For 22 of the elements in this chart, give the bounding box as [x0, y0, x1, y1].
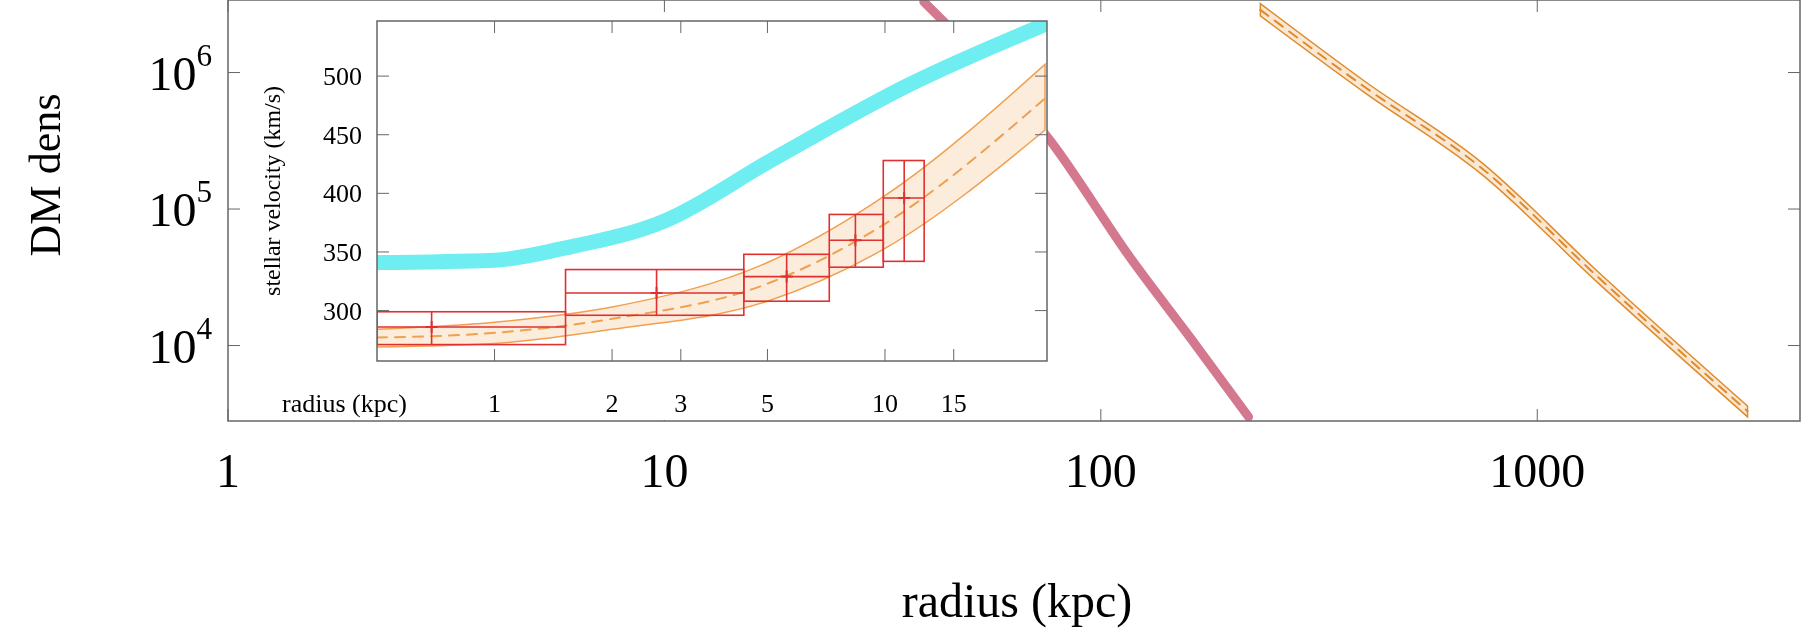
y-tick-label: 350 [323, 237, 362, 267]
y-tick-label: 450 [323, 120, 362, 150]
x-tick-label: 2 [605, 388, 619, 418]
y-tick-label: 400 [323, 178, 362, 208]
y-tick-label: 10$^{4}$ [148, 310, 213, 373]
x-tick-label: 1 [488, 388, 502, 418]
x-tick-label: 100 [1064, 443, 1137, 497]
x-tick-label: 5 [760, 388, 774, 418]
y-tick-label: 10$^{5}$ [148, 174, 212, 236]
y-axis-title: stellar velocity (km/s) [259, 86, 285, 296]
x-tick-label: 10 [871, 388, 898, 418]
y-tick-label: 500 [323, 61, 362, 91]
x-axis-title: radius (kpc) [901, 573, 1133, 628]
y-axis-title: DM dens [20, 93, 70, 257]
x-axis-title: radius (kpc) [282, 388, 407, 418]
x-tick-label: 1 [216, 443, 240, 497]
x-tick-label: 3 [674, 388, 688, 418]
y-tick-label: 300 [323, 296, 362, 326]
x-tick-label: 1000 [1489, 443, 1586, 497]
y-tick-label: 10$^{6}$ [148, 37, 212, 100]
x-tick-label: 15 [940, 388, 967, 418]
x-tick-label: 10 [640, 443, 689, 497]
